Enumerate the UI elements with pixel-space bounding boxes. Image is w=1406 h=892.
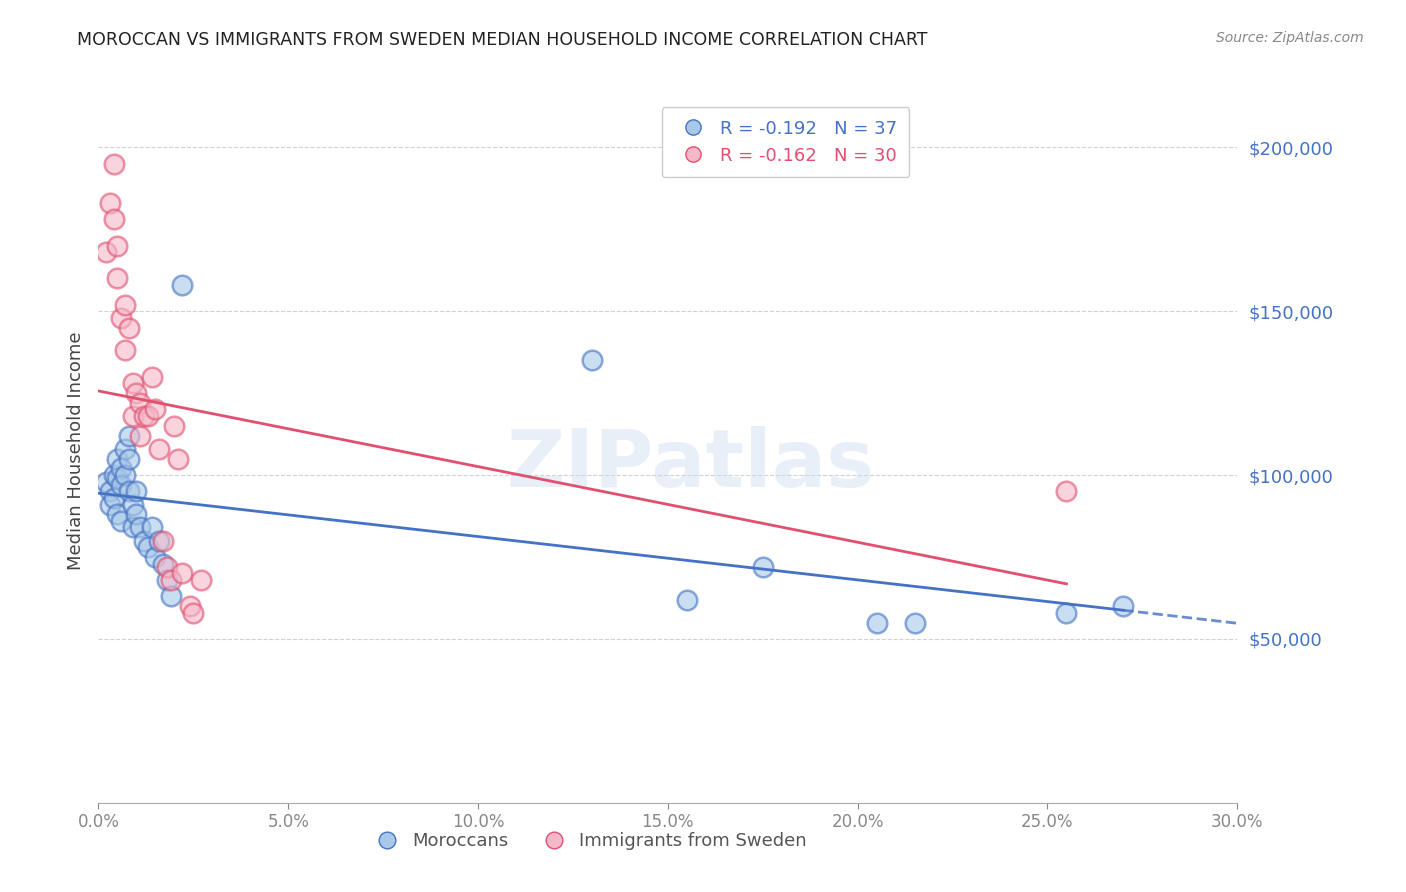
Point — [159, 590, 181, 604]
Point — [121, 409, 143, 423]
Point — [107, 508, 129, 522]
Point — [103, 491, 125, 505]
Point — [118, 484, 141, 499]
Point — [125, 508, 148, 522]
Point — [132, 409, 155, 423]
Point — [152, 533, 174, 548]
Text: ZIPatlas: ZIPatlas — [506, 425, 875, 504]
Point — [110, 461, 132, 475]
Point — [156, 559, 179, 574]
Point — [114, 442, 136, 456]
Point — [107, 451, 129, 466]
Point — [94, 245, 117, 260]
Point — [98, 484, 121, 499]
Point — [107, 271, 129, 285]
Point — [98, 498, 121, 512]
Point — [103, 468, 125, 483]
Point — [121, 520, 143, 534]
Point — [125, 386, 148, 401]
Text: Source: ZipAtlas.com: Source: ZipAtlas.com — [1216, 31, 1364, 45]
Point — [114, 343, 136, 358]
Point — [581, 353, 603, 368]
Point — [121, 376, 143, 391]
Point — [125, 484, 148, 499]
Point — [1112, 599, 1135, 614]
Point — [148, 533, 170, 548]
Point — [167, 451, 190, 466]
Point — [103, 156, 125, 170]
Point — [156, 573, 179, 587]
Point — [148, 442, 170, 456]
Point — [190, 573, 212, 587]
Point — [136, 540, 159, 554]
Point — [866, 615, 889, 630]
Legend: Moroccans, Immigrants from Sweden: Moroccans, Immigrants from Sweden — [363, 825, 814, 857]
Point — [145, 549, 167, 564]
Point — [110, 310, 132, 325]
Point — [107, 238, 129, 252]
Point — [141, 369, 163, 384]
Point — [107, 471, 129, 485]
Point — [118, 428, 141, 442]
Point — [110, 478, 132, 492]
Point — [94, 475, 117, 489]
Point — [152, 557, 174, 571]
Point — [1056, 606, 1078, 620]
Point — [1056, 484, 1078, 499]
Point — [183, 606, 205, 620]
Text: MOROCCAN VS IMMIGRANTS FROM SWEDEN MEDIAN HOUSEHOLD INCOME CORRELATION CHART: MOROCCAN VS IMMIGRANTS FROM SWEDEN MEDIA… — [77, 31, 928, 49]
Point — [136, 409, 159, 423]
Point — [121, 498, 143, 512]
Point — [163, 418, 186, 433]
Point — [159, 573, 181, 587]
Y-axis label: Median Household Income: Median Household Income — [66, 331, 84, 570]
Point — [110, 514, 132, 528]
Point — [145, 402, 167, 417]
Point — [118, 451, 141, 466]
Point — [170, 566, 193, 581]
Point — [118, 320, 141, 334]
Point — [98, 196, 121, 211]
Point — [114, 297, 136, 311]
Point — [170, 277, 193, 292]
Point — [129, 428, 152, 442]
Point — [103, 212, 125, 227]
Point — [676, 592, 699, 607]
Point — [129, 396, 152, 410]
Point — [752, 559, 775, 574]
Point — [179, 599, 201, 614]
Point — [132, 533, 155, 548]
Point — [129, 520, 152, 534]
Point — [114, 468, 136, 483]
Point — [904, 615, 927, 630]
Point — [141, 520, 163, 534]
